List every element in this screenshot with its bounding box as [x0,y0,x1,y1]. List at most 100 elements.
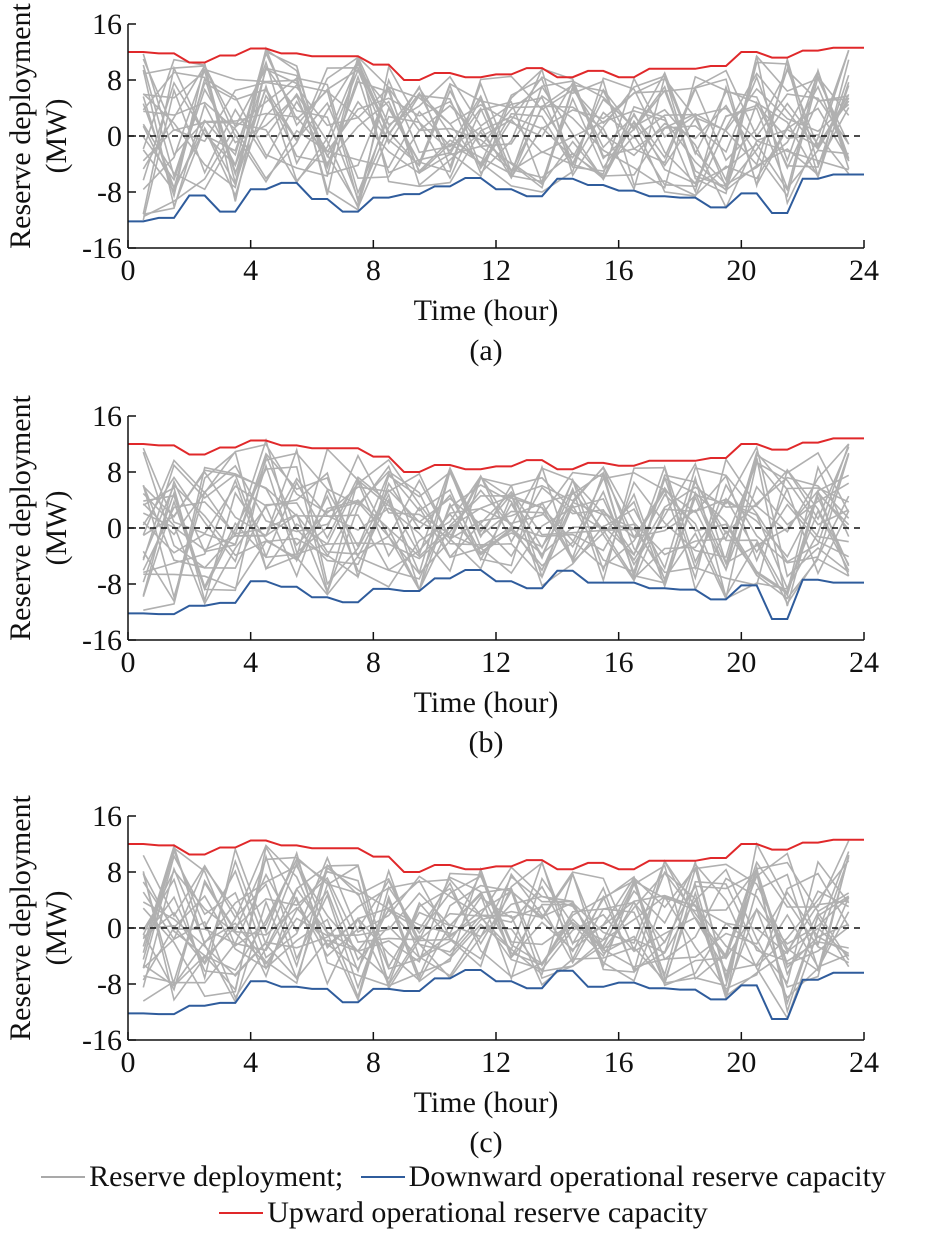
deployment-scenario [142,70,850,191]
x-tick-label: 8 [366,1046,381,1079]
deployment-scenario [142,846,849,987]
deployment-scenario [142,49,850,206]
panel-caption: (a) [469,334,502,367]
panel-caption: (c) [469,1126,502,1159]
x-tick-label: 0 [121,646,136,679]
downward-capacity-line [128,569,864,620]
y-tick-label: 16 [92,800,122,833]
deployment-scenario [142,871,850,1002]
downward-capacity-line [128,173,864,223]
x-tick-label: 12 [481,254,511,287]
upward-capacity-line [128,437,864,473]
legend-label-upward: Upward operational reserve capacity [267,1196,708,1229]
x-tick-label: 0 [121,254,136,287]
y-tick-label: -16 [82,232,122,265]
deployment-scenario [142,69,850,218]
x-tick-label: 24 [849,646,879,679]
y-tick-label: 8 [107,64,122,97]
deployment-lines-0 [142,46,850,221]
deployment-scenario [142,466,850,604]
deployment-scenario [143,69,850,193]
y-tick-label: 0 [107,120,122,153]
deployment-lines-1 [142,437,850,611]
legend-label-deployment: Reserve deployment; [89,1160,344,1193]
deployment-scenario [142,853,849,987]
y-tick-label: 16 [92,8,122,41]
legend-swatch-downward [360,1176,405,1179]
deployment-scenario [142,468,850,592]
x-tick-label: 0 [121,1046,136,1079]
x-tick-label: 12 [481,1046,511,1079]
deployment-scenario [142,66,850,198]
legend-swatch-deployment [41,1176,86,1179]
deployment-scenario [143,451,850,595]
deployment-scenario [142,49,850,178]
y-axis-label-unit: (MW) [40,891,73,966]
deployment-scenario [142,464,850,595]
y-tick-label: -8 [97,176,122,209]
deployment-scenario [142,852,850,977]
x-tick-label: 8 [366,646,381,679]
y-axis-label-unit: (MW) [40,99,73,174]
deployment-scenario [142,447,850,580]
legend-label-downward: Downward operational reserve capacity [408,1160,886,1193]
x-tick-label: 24 [849,1046,879,1079]
y-tick-label: 8 [107,456,122,489]
x-tick-label: 12 [481,646,511,679]
panel-caption: (b) [469,726,504,759]
chart-panel-0: 0 4 8 12 16 20 24 -16 -8 0 8 16 Time (hour) Reserve d… [4,2,879,367]
y-tick-label: -16 [82,1024,122,1057]
y-axis-label-unit: (MW) [40,491,73,566]
y-axis-label: Reserve deployment [4,794,37,1040]
y-tick-label: 16 [92,400,122,433]
upward-capacity-line [128,46,864,81]
x-tick-label: 4 [243,1046,258,1079]
legend-row-2: Upward operational reserve capacity [0,1196,927,1230]
deployment-scenario [142,437,850,575]
y-tick-label: -16 [82,624,122,657]
deployment-scenario [142,50,850,192]
x-tick-label: 4 [243,254,258,287]
x-tick-label: 16 [604,646,634,679]
x-tick-label: 20 [726,1046,756,1079]
y-tick-label: -8 [97,968,122,1001]
legend-swatch-upward [219,1212,264,1215]
x-axis-label: Time (hour) [414,1086,559,1119]
x-tick-label: 8 [366,254,381,287]
x-tick-label: 16 [604,1046,634,1079]
deployment-scenario [142,450,850,580]
legend-row-1: Reserve deployment; Downward operational… [0,1160,927,1194]
y-tick-label: -8 [97,568,122,601]
x-tick-label: 16 [604,254,634,287]
x-tick-label: 24 [849,254,879,287]
y-tick-label: 0 [107,912,122,945]
x-tick-label: 4 [243,646,258,679]
deployment-scenario [143,56,850,189]
deployment-scenario [143,450,850,611]
deployment-scenario [142,64,850,212]
legend: Reserve deployment; Downward operational… [0,1160,927,1236]
deployment-scenario [142,56,850,191]
x-tick-label: 20 [726,646,756,679]
chart-panel-1: 0 4 8 12 16 20 24 -16 -8 0 8 16 Time (hour) Reserve d… [4,394,879,759]
deployment-scenario [142,869,850,998]
deployment-scenario [142,443,850,571]
chart-panel-2: 0 4 8 12 16 20 24 -16 -8 0 8 16 Time (hour) Reserve d… [4,794,879,1159]
deployment-scenario [142,458,850,600]
deployment-lines-2 [142,840,850,1020]
x-axis-label: Time (hour) [414,294,559,327]
deployment-scenario [142,59,850,188]
y-tick-label: 8 [107,856,122,889]
x-tick-label: 20 [726,254,756,287]
deployment-scenario [142,457,850,607]
deployment-scenario [142,867,850,1000]
x-axis-label: Time (hour) [414,686,559,719]
deployment-scenario [142,443,850,593]
y-axis-label: Reserve deployment [4,394,37,640]
deployment-scenario [142,67,849,210]
upward-capacity-line [128,838,864,873]
y-tick-label: 0 [107,512,122,545]
deployment-scenario [142,444,850,600]
downward-capacity-line [128,969,864,1020]
y-axis-label: Reserve deployment [4,2,37,248]
